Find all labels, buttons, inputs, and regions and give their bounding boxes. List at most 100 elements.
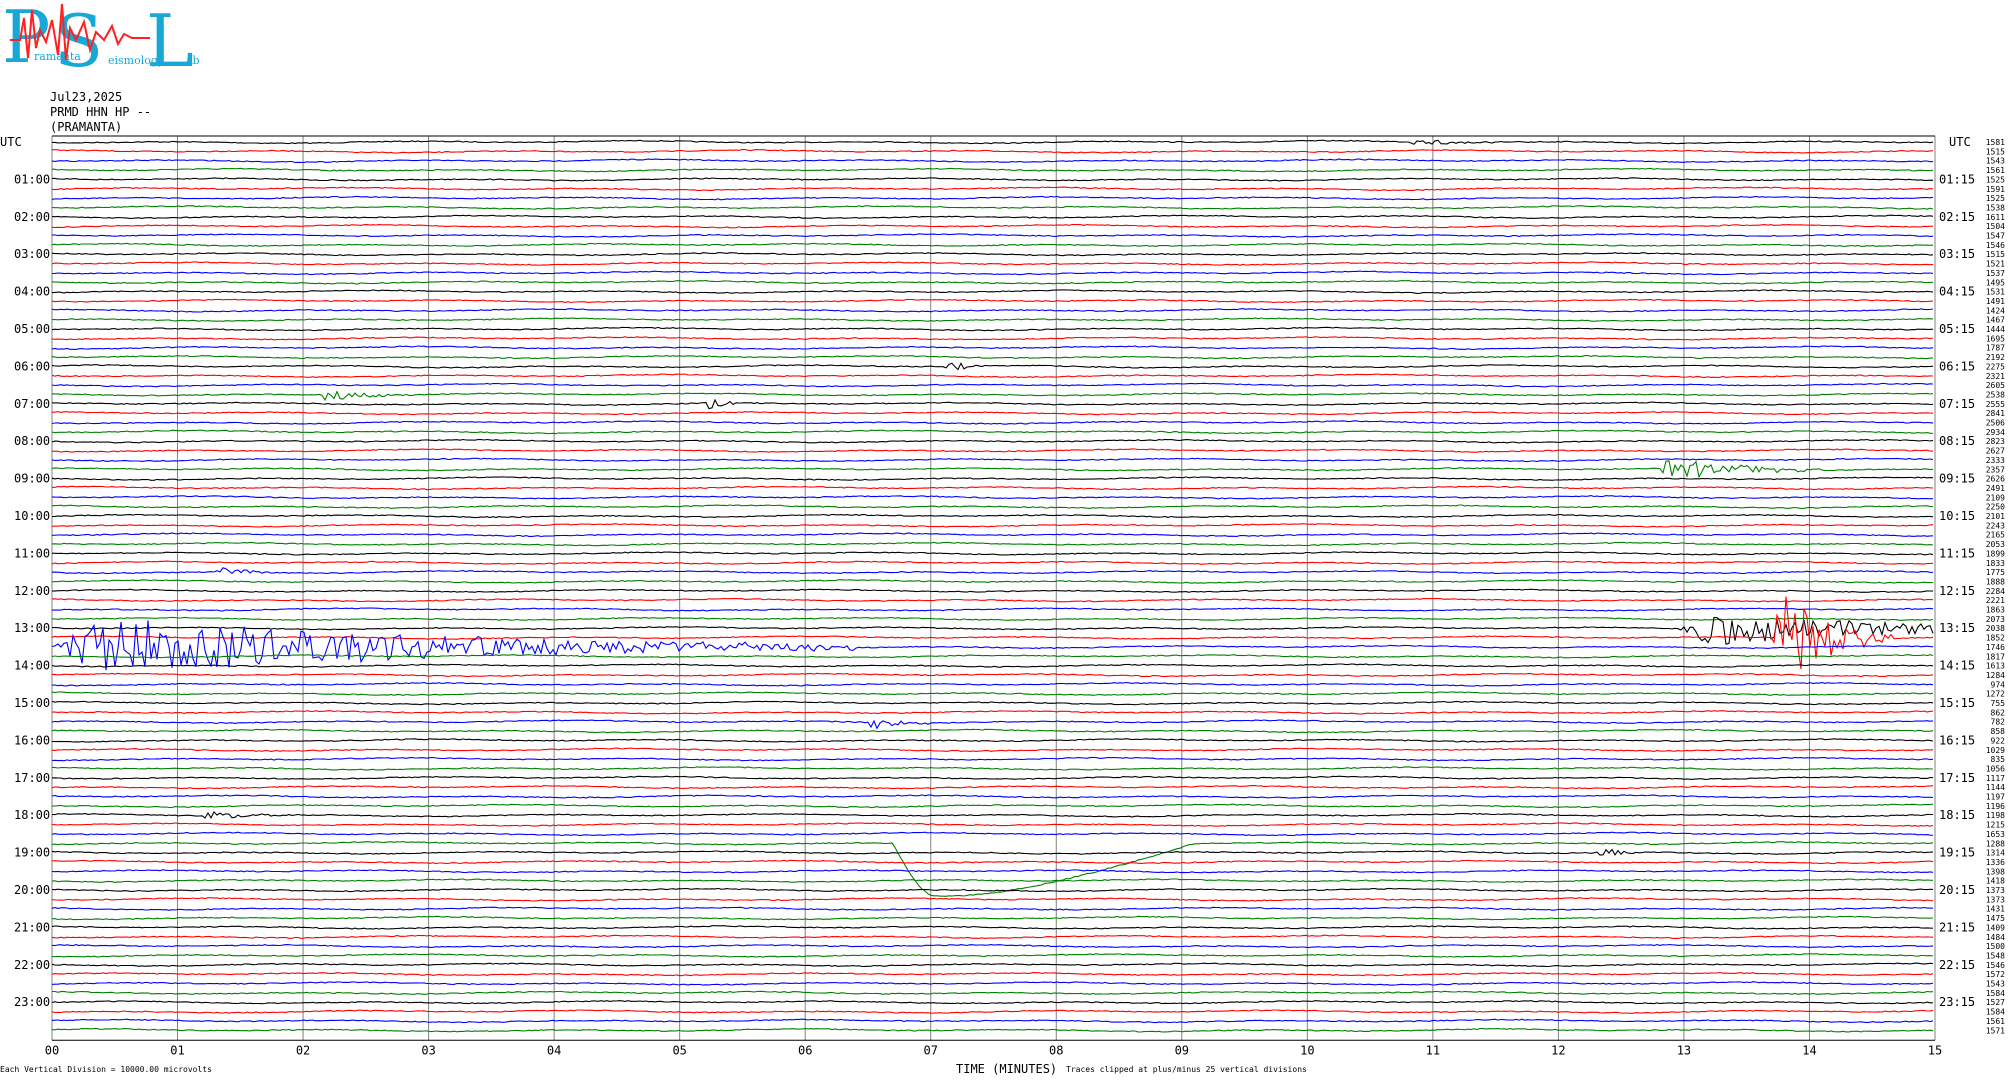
left-hour-label: 11:00: [14, 546, 50, 560]
row-mean-label: 1418: [1986, 877, 2005, 886]
record-date: Jul23,2025: [50, 90, 122, 104]
trace-row-35: [51, 460, 1934, 479]
trace-row-10: [51, 233, 1934, 238]
row-mean-label: 1899: [1986, 549, 2005, 558]
trace-row-41: [51, 523, 1934, 528]
row-mean-label: 1398: [1986, 867, 2005, 876]
row-mean-label: 1525: [1986, 194, 2005, 203]
left-hour-label: 10:00: [14, 509, 50, 523]
trace-row-87: [51, 953, 1934, 958]
row-mean-label: 1424: [1986, 306, 2005, 315]
row-mean-label: 1373: [1986, 895, 2005, 904]
row-mean-label: 1584: [1986, 989, 2005, 998]
left-hour-label: 07:00: [14, 397, 50, 411]
row-mean-label: 1484: [1986, 933, 2005, 942]
logo-letter-l: L: [146, 0, 194, 83]
right-hour-label: 05:15: [1939, 322, 1975, 336]
trace-row-3: [51, 167, 1934, 173]
trace-row-74: [51, 831, 1934, 837]
trace-row-24: [51, 362, 1934, 371]
left-hour-label: 08:00: [14, 434, 50, 448]
row-mean-label: 1833: [1986, 559, 2005, 568]
row-mean-label: 1852: [1986, 634, 2005, 643]
left-hour-label: 15:00: [14, 696, 50, 710]
x-tick-07: 07: [924, 1043, 938, 1057]
row-mean-label: 2243: [1986, 521, 2005, 530]
row-mean-label: 1504: [1986, 222, 2005, 231]
x-tick-12: 12: [1551, 1043, 1565, 1057]
right-hour-labels: 01:15 02:15 03:15 04:15 05:15 06:15 07:15 08:15…: [1939, 172, 1975, 1009]
row-mean-label: 1431: [1986, 905, 2005, 914]
x-axis-label: TIME (MINUTES): [956, 1062, 1057, 1076]
trace-row-76: [51, 848, 1934, 856]
right-hour-label: 15:15: [1939, 696, 1975, 710]
logo-sub-lab: ab: [186, 54, 200, 67]
trace-row-1: [52, 149, 1934, 154]
trace-row-4: [52, 177, 1934, 182]
row-mean-label: 1500: [1986, 942, 2005, 951]
trace-row-38: [51, 495, 1934, 500]
trace-row-72: [51, 810, 1933, 820]
x-tick-11: 11: [1426, 1043, 1440, 1057]
trace-row-86: [51, 943, 1934, 949]
right-hour-label: 16:15: [1939, 733, 1975, 747]
row-mean-label: 974: [1991, 680, 2006, 689]
row-mean-label: 2333: [1986, 456, 2005, 465]
x-tick-06: 06: [798, 1043, 812, 1057]
trace-row-29: [51, 411, 1934, 416]
row-mean-label: 1444: [1986, 325, 2005, 334]
x-tick-08: 08: [1049, 1043, 1063, 1057]
left-axis-title: UTC: [0, 135, 22, 149]
row-mean-label: 2073: [1986, 615, 2005, 624]
trace-row-18: [51, 308, 1934, 313]
right-hour-label: 19:15: [1939, 846, 1975, 860]
right-hour-label: 04:15: [1939, 285, 1975, 299]
right-hour-label: 21:15: [1939, 920, 1975, 934]
psl-logo: P S L ramanta eismology ab: [2, 0, 200, 83]
row-mean-label: 835: [1991, 755, 2006, 764]
row-mean-label: 1521: [1986, 260, 2005, 269]
right-hour-label: 09:15: [1939, 472, 1975, 486]
row-mean-label: 1571: [1986, 1026, 2005, 1035]
trace-row-23: [51, 354, 1934, 360]
trace-row-30: [51, 420, 1934, 425]
row-mean-label: 1543: [1986, 980, 2005, 989]
left-hour-label: 13:00: [14, 621, 50, 635]
right-hour-label: 03:15: [1939, 247, 1975, 261]
row-mean-label: 1409: [1986, 923, 2005, 932]
trace-row-46: [51, 567, 1934, 575]
left-hour-label: 23:00: [14, 995, 50, 1009]
x-tick-15: 15: [1928, 1043, 1942, 1057]
x-tick-10: 10: [1300, 1043, 1314, 1057]
row-mean-label: 1611: [1986, 213, 2005, 222]
right-hour-label: 02:15: [1939, 210, 1975, 224]
minute-grid: [51, 135, 1936, 1041]
trace-row-89: [51, 971, 1934, 977]
row-mean-label: 1284: [1986, 671, 2005, 680]
row-mean-label: 1584: [1986, 1008, 2005, 1017]
trace-row-49: [51, 597, 1934, 603]
x-axis-ticks: 00 01 02 03 04 05 06 07 08 09 10 11 12 13 14 15: [45, 1043, 1942, 1057]
trace-row-22: [51, 345, 1934, 351]
left-hour-label: 09:00: [14, 472, 50, 486]
x-tick-14: 14: [1802, 1043, 1816, 1057]
row-mean-label: 2357: [1986, 465, 2005, 474]
row-mean-label: 2101: [1986, 512, 2005, 521]
left-hour-label: 20:00: [14, 883, 50, 897]
row-mean-label: 1336: [1986, 858, 2005, 867]
trace-row-36: [51, 476, 1934, 481]
trace-row-51: [51, 616, 1934, 621]
row-mean-label: 1531: [1986, 288, 2005, 297]
trace-row-68: [51, 775, 1934, 780]
row-mean-label: 1215: [1986, 821, 2005, 830]
trace-row-65: [51, 747, 1934, 752]
trace-row-64: [51, 738, 1934, 743]
left-hour-label: 12:00: [14, 584, 50, 598]
left-hour-label: 16:00: [14, 733, 50, 747]
row-mean-label: 1572: [1986, 970, 2005, 979]
x-tick-01: 01: [170, 1043, 184, 1057]
trace-row-5: [51, 186, 1934, 192]
right-hour-label: 13:15: [1939, 621, 1975, 635]
row-mean-label: 1198: [1986, 811, 2005, 820]
